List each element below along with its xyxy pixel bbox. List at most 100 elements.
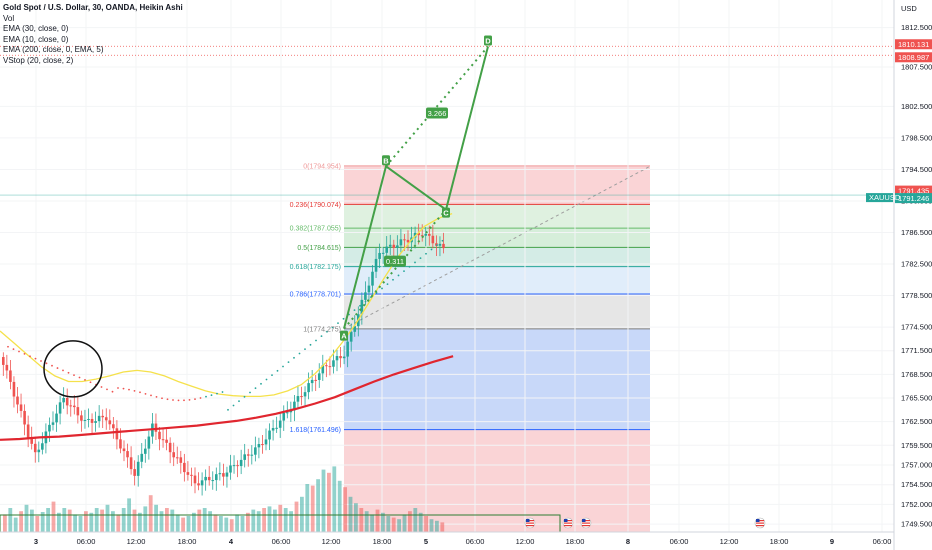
candle-body — [175, 457, 179, 459]
volume-bar — [381, 512, 385, 532]
candle-body — [200, 480, 204, 486]
legend-indicator-vol[interactable]: Vol — [3, 13, 15, 23]
vstop-dot — [216, 392, 218, 395]
volume-bar — [154, 504, 158, 532]
volume-bar — [143, 506, 148, 532]
flag-stripe — [564, 520, 572, 522]
vstop-dot — [177, 399, 180, 402]
candle-body — [339, 356, 342, 359]
volume-bar — [159, 511, 164, 532]
volume-bar — [294, 501, 299, 532]
y-tick-label: 1765.500 — [901, 394, 932, 403]
volume-bar — [100, 509, 104, 532]
volume-bar — [73, 514, 77, 532]
flag-stripe — [564, 525, 572, 527]
volume-bar — [35, 516, 40, 532]
fib-level-label: 0.382(1787.055) — [290, 226, 341, 233]
candle-body — [119, 439, 122, 449]
volume-bar — [51, 501, 56, 532]
candle-body — [65, 398, 69, 406]
abcd-dotted-ac — [343, 208, 447, 330]
volume-bar — [391, 517, 396, 532]
volume-bar — [424, 516, 428, 532]
candle-body — [268, 430, 271, 440]
candle-body — [83, 419, 87, 421]
candle-body — [403, 239, 406, 241]
flag-canton — [756, 519, 760, 522]
legend-indicator-ema30[interactable]: EMA (30, close, 0) — [3, 24, 69, 34]
candle-body — [225, 472, 229, 477]
vstop-dot — [73, 374, 75, 377]
us-flag-icon — [524, 517, 536, 529]
vstop-dot — [397, 274, 400, 277]
vstop-dot — [408, 265, 411, 268]
volume-bar — [57, 512, 61, 532]
flag-stripe — [564, 522, 572, 524]
fib-level-label: 1.618(1761.496) — [290, 427, 341, 434]
candle-body — [133, 469, 136, 476]
vstop-dot — [51, 364, 53, 367]
volume-bar — [30, 509, 34, 532]
candle-body — [161, 439, 165, 441]
candle-body — [381, 252, 385, 254]
volume-bar — [267, 506, 272, 532]
candle-body — [314, 379, 317, 381]
volume-bar — [375, 509, 380, 532]
price-tag — [895, 52, 932, 63]
volume-bar — [111, 511, 115, 532]
vstop-dot — [254, 387, 257, 390]
volume-bar — [305, 484, 310, 532]
flag-canton — [582, 519, 586, 522]
y-tick-label: 1794.500 — [901, 165, 932, 174]
volume-bar — [175, 514, 180, 532]
price-tag-label: 1810.131 — [898, 40, 929, 49]
candle-body — [147, 436, 151, 449]
y-tick-label: 1778.500 — [901, 291, 932, 300]
x-tick-label: 18:00 — [770, 537, 789, 546]
candle-body — [385, 246, 388, 253]
y-tick-label: 1752.000 — [901, 500, 932, 509]
legend-indicator-ema200[interactable]: EMA (200, close, 0, EMA, 5) — [3, 45, 104, 55]
candle-body — [286, 412, 289, 414]
candle-body — [367, 285, 371, 293]
vstop-dot — [260, 382, 262, 385]
candle-body — [346, 341, 349, 357]
candle-body — [342, 356, 346, 359]
candle-body — [215, 474, 218, 481]
fib-zone — [344, 204, 650, 229]
volume-bar — [3, 514, 7, 532]
legend-indicator-vstop[interactable]: VStop (20, close, 2) — [3, 55, 74, 65]
volume-bar — [321, 469, 326, 532]
volume-bar — [202, 508, 207, 532]
vstop-dot — [331, 326, 334, 329]
flag-stripe — [526, 520, 534, 522]
candle-body — [73, 405, 76, 408]
x-tick-label: 12:00 — [322, 537, 341, 546]
candle-body — [378, 252, 381, 259]
pattern-point-label: B — [383, 156, 389, 165]
x-tick-label: 12:00 — [127, 537, 146, 546]
candle-body — [364, 292, 367, 300]
legend-indicator-ema10[interactable]: EMA (10, close, 0) — [3, 34, 69, 44]
volume-bar — [397, 519, 401, 532]
vstop-dot — [403, 270, 405, 273]
vstop-dot — [34, 357, 37, 360]
vstop-dot — [122, 387, 125, 390]
volume-bar — [262, 508, 266, 532]
fib-zone — [344, 293, 650, 329]
volume-bar — [359, 508, 364, 532]
volume-bar — [348, 496, 353, 532]
candle-body — [246, 454, 250, 456]
candle-body — [76, 407, 80, 416]
vstop-dot — [342, 317, 345, 320]
vstop-dot — [67, 371, 70, 374]
flag-stripe — [526, 522, 534, 524]
vstop-dot — [106, 388, 108, 391]
y-tick-label: 1786.500 — [901, 228, 932, 237]
candle-body — [58, 402, 62, 414]
fib-zone — [344, 247, 650, 267]
candle-body — [197, 483, 200, 486]
ratio-label: 3.266 — [428, 109, 447, 118]
